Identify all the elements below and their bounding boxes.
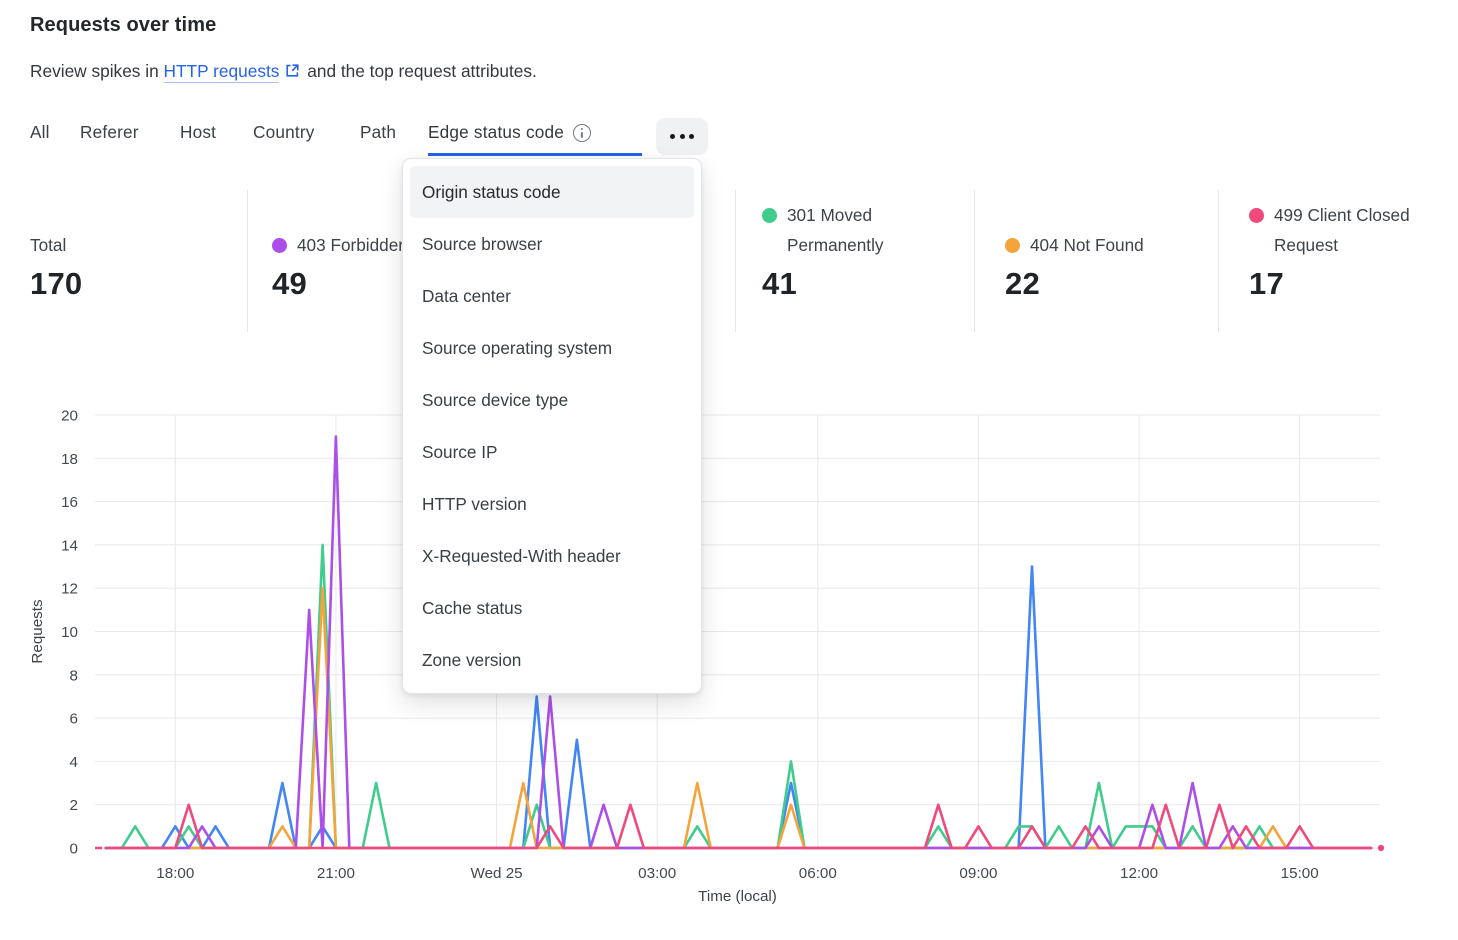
x-tick-label: 09:00 bbox=[959, 865, 997, 882]
x-tick-label: 15:00 bbox=[1281, 865, 1319, 882]
x-tick-label: 21:00 bbox=[317, 865, 355, 882]
y-tick-label: 20 bbox=[61, 408, 78, 425]
tab-referer[interactable]: Referer bbox=[80, 122, 139, 153]
series-line-499-client-closed-request bbox=[104, 803, 1373, 850]
stat-divider bbox=[735, 190, 736, 332]
menu-item-source-browser[interactable]: Source browser bbox=[422, 233, 543, 254]
external-link-icon bbox=[285, 62, 300, 83]
y-tick-label: 14 bbox=[61, 537, 78, 554]
stat-divider bbox=[1218, 190, 1219, 332]
y-tick-label: 12 bbox=[61, 581, 78, 598]
dot-icon bbox=[679, 134, 685, 139]
stat-label: 499 Client Closed Request bbox=[1274, 205, 1410, 255]
tab-country[interactable]: Country bbox=[253, 122, 315, 153]
tab-label: All bbox=[30, 122, 50, 142]
attribute-tabs: All Referer Host Country Path Edge status cod… bbox=[0, 0, 1458, 160]
tab-edge-status-code[interactable]: Edge status code bbox=[428, 122, 642, 156]
series-end-dot bbox=[1377, 844, 1385, 852]
page-title: Requests over time bbox=[30, 14, 217, 36]
x-tick-label: 18:00 bbox=[156, 865, 194, 882]
x-tick-label: 12:00 bbox=[1120, 865, 1158, 882]
stat-label: 301 Moved Permanently bbox=[787, 205, 884, 255]
dot-icon bbox=[670, 134, 675, 139]
stat-value: 17 bbox=[1249, 266, 1284, 301]
stat-301-moved-permanently: 301 Moved Permanently 41 bbox=[762, 198, 963, 302]
y-tick-label: 16 bbox=[61, 494, 78, 511]
y-axis-title: Requests bbox=[29, 599, 46, 664]
stat-value: 41 bbox=[762, 266, 797, 301]
tab-label: Referer bbox=[80, 122, 139, 142]
y-tick-label: 4 bbox=[70, 754, 78, 771]
menu-item-x-requested-with-header[interactable]: X-Requested-With header bbox=[422, 545, 621, 566]
tab-all[interactable]: All bbox=[30, 122, 50, 153]
y-tick-label: 2 bbox=[70, 797, 78, 814]
y-tick-label: 8 bbox=[70, 667, 78, 684]
stat-label: 403 Forbidden bbox=[297, 235, 408, 255]
menu-item-data-center[interactable]: Data center bbox=[422, 285, 511, 306]
menu-item-source-ip[interactable]: Source IP bbox=[422, 441, 498, 462]
tab-host[interactable]: Host bbox=[180, 122, 216, 153]
stat-total: Total 170 bbox=[30, 198, 82, 302]
more-tabs-button[interactable] bbox=[656, 118, 708, 155]
stat-divider bbox=[974, 190, 975, 332]
menu-item-source-device-type[interactable]: Source device type bbox=[422, 389, 569, 410]
series-line-404-not-found bbox=[104, 586, 1373, 850]
stat-value: 170 bbox=[30, 266, 83, 301]
menu-item-cache-status[interactable]: Cache status bbox=[422, 597, 523, 618]
tab-label: Path bbox=[360, 122, 397, 142]
series-color-dot bbox=[1249, 208, 1264, 223]
page-subtitle: Review spikes in HTTP requests and the t… bbox=[30, 61, 537, 83]
http-requests-link[interactable]: HTTP requests bbox=[163, 61, 280, 83]
series-line-403-forbidden bbox=[104, 435, 1373, 850]
menu-item-http-version[interactable]: HTTP version bbox=[422, 493, 527, 514]
y-tick-label: 18 bbox=[61, 451, 78, 468]
info-icon[interactable] bbox=[573, 123, 592, 142]
stat-403-forbidden: 403 Forbidden 49 bbox=[272, 198, 408, 302]
x-tick-label: Wed 25 bbox=[471, 865, 523, 882]
attribute-dropdown-menu: Origin status code Source browser Data cen… bbox=[402, 158, 702, 694]
series-line-unnamed bbox=[104, 565, 1373, 850]
stat-value: 22 bbox=[1005, 266, 1040, 301]
stat-label: Total bbox=[30, 235, 67, 255]
menu-item-zone-version[interactable]: Zone version bbox=[422, 649, 522, 670]
x-tick-label: 03:00 bbox=[638, 865, 676, 882]
tab-label: Host bbox=[180, 122, 217, 142]
series-color-dot bbox=[1005, 238, 1020, 253]
series-line-301-moved-permanently bbox=[104, 543, 1373, 850]
x-axis-title: Time (local) bbox=[698, 888, 777, 905]
stat-label: 404 Not Found bbox=[1030, 235, 1144, 255]
menu-item-origin-status-code[interactable]: Origin status code bbox=[410, 166, 694, 218]
series-color-dot bbox=[272, 238, 287, 253]
stat-499-client-closed-request: 499 Client Closed Request 17 bbox=[1249, 198, 1450, 302]
tab-label: Country bbox=[253, 122, 315, 142]
tab-path[interactable]: Path bbox=[360, 122, 396, 153]
menu-item-source-operating-system[interactable]: Source operating system bbox=[422, 337, 613, 358]
y-tick-label: 6 bbox=[70, 711, 78, 728]
x-tick-label: 06:00 bbox=[799, 865, 837, 882]
subtitle-text-suffix: and the top request attributes. bbox=[307, 61, 537, 81]
stat-404-not-found: 404 Not Found 22 bbox=[1005, 198, 1144, 302]
y-tick-label: 10 bbox=[61, 624, 78, 641]
stat-value: 49 bbox=[272, 266, 307, 301]
tab-label: Edge status code bbox=[428, 122, 565, 142]
y-tick-label: 0 bbox=[70, 841, 78, 858]
dot-icon bbox=[689, 134, 694, 139]
series-color-dot bbox=[762, 208, 777, 223]
stat-divider bbox=[247, 190, 248, 332]
subtitle-text-prefix: Review spikes in bbox=[30, 61, 159, 81]
